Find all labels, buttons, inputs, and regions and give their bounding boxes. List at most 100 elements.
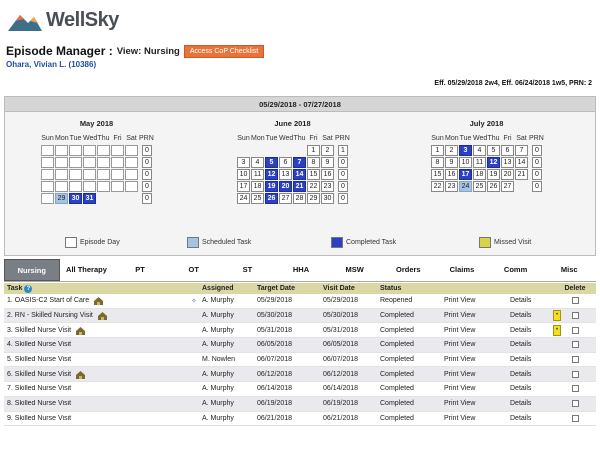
- details-link[interactable]: Details: [510, 385, 532, 393]
- print-view-link[interactable]: Print View: [444, 400, 476, 408]
- note-flag-button[interactable]: •: [553, 310, 561, 322]
- calendar-day: 10: [459, 157, 472, 168]
- calendar-day: 4: [473, 145, 486, 156]
- frequency-summary: Eff. 05/29/2018 2w4, Eff. 06/24/2018 1w5…: [434, 80, 592, 87]
- delete-cell: [564, 297, 586, 305]
- delete-checkbox[interactable]: [571, 370, 579, 378]
- delete-checkbox[interactable]: [571, 400, 579, 408]
- table-row: 3. Skilled Nurse Visit A. Murphy 05/31/201…: [4, 323, 596, 339]
- assigned-cell: A. Murphy: [202, 326, 234, 334]
- access-cop-checklist-button[interactable]: Access CoP Checklist: [183, 44, 265, 58]
- weekday-header: Sat: [126, 135, 137, 142]
- print-view-link[interactable]: Print View: [444, 356, 476, 364]
- tab-nursing[interactable]: Nursing: [4, 259, 60, 281]
- tab-msw[interactable]: MSW: [345, 265, 364, 274]
- task-link[interactable]: Skilled Nurse Visit: [14, 341, 72, 349]
- task-link[interactable]: Skilled Nurse Visit: [14, 414, 72, 422]
- calendar-day[interactable]: 30: [69, 193, 82, 204]
- tab-st[interactable]: ST: [242, 265, 253, 274]
- tab-comm[interactable]: Comm: [503, 265, 528, 274]
- help-icon[interactable]: ?: [24, 284, 33, 293]
- calendar-day[interactable]: 26: [265, 193, 278, 204]
- calendar-day: 10: [237, 169, 250, 180]
- calendar-day: [111, 157, 124, 168]
- calendar-day: 11: [473, 157, 486, 168]
- print-view-link[interactable]: Print View: [444, 297, 476, 305]
- weekday-header: PRN: [529, 135, 544, 142]
- print-view-link[interactable]: Print View: [444, 370, 476, 378]
- calendar-day: [111, 145, 124, 156]
- assigned-cell: A. Murphy: [202, 414, 234, 422]
- calendar-day[interactable]: 29: [55, 193, 68, 204]
- task-link[interactable]: Skilled Nurse Visit: [14, 356, 72, 364]
- details-link[interactable]: Details: [510, 326, 532, 334]
- calendar-day[interactable]: 12: [265, 169, 278, 180]
- print-view-link[interactable]: Print View: [444, 341, 476, 349]
- task-cell: 7. Skilled Nurse Visit: [4, 385, 202, 392]
- calendar-day[interactable]: 19: [265, 181, 278, 192]
- col-assigned: Assigned: [202, 285, 234, 292]
- delete-checkbox[interactable]: [571, 297, 579, 305]
- tab-pt[interactable]: PT: [135, 265, 145, 274]
- pin-icon[interactable]: ✧: [191, 297, 197, 305]
- calendar-day[interactable]: 7: [293, 157, 306, 168]
- task-link[interactable]: RN - Skilled Nursing Visit: [14, 312, 93, 320]
- tab-claims[interactable]: Claims: [449, 265, 475, 274]
- calendar-day[interactable]: 12: [487, 157, 500, 168]
- table-row: 8. Skilled Nurse Visit A. Murphy 06/19/201…: [4, 396, 596, 412]
- prn-count-cell: 0: [532, 169, 542, 180]
- legend-missed-visit: Missed Visit: [479, 237, 531, 248]
- discipline-tabs: Nursing All Therapy PT OT ST HHA MSW Ord…: [4, 259, 596, 282]
- visit-date-cell: 06/14/2018: [323, 385, 359, 393]
- task-link[interactable]: Skilled Nurse Visit: [14, 326, 72, 334]
- delete-checkbox[interactable]: [571, 385, 579, 393]
- tab-all-therapy[interactable]: All Therapy: [66, 265, 107, 274]
- calendar-day[interactable]: 3: [459, 145, 472, 156]
- tab-ot[interactable]: OT: [188, 265, 199, 274]
- delete-checkbox[interactable]: [571, 356, 579, 364]
- details-link[interactable]: Details: [510, 312, 532, 320]
- print-view-link[interactable]: Print View: [444, 385, 476, 393]
- details-link[interactable]: Details: [510, 297, 532, 305]
- task-link[interactable]: Skilled Nurse Visit: [14, 385, 72, 393]
- calendar-day[interactable]: 24: [459, 181, 472, 192]
- calendar-day[interactable]: 20: [279, 181, 292, 192]
- delete-checkbox[interactable]: [571, 326, 579, 334]
- month-title: July 2018: [469, 119, 504, 128]
- print-view-link[interactable]: Print View: [444, 312, 476, 320]
- delete-checkbox[interactable]: [571, 341, 579, 349]
- brand-name: WellSky: [46, 8, 119, 31]
- legend-label: Episode Day: [80, 239, 120, 246]
- task-link[interactable]: OASIS-C2 Start of Care: [14, 297, 90, 305]
- row-number: 2.: [7, 312, 13, 320]
- month-june: June 2018 Sun Mon Tue Wed Thu Fri Sat PRN 1 2 1 3 4 5 6…: [237, 119, 350, 204]
- calendar-day: 22: [431, 181, 444, 192]
- calendar-day: 25: [473, 181, 486, 192]
- calendar-day[interactable]: 5: [265, 157, 278, 168]
- details-link[interactable]: Details: [510, 414, 532, 422]
- print-view-link[interactable]: Print View: [444, 326, 476, 334]
- calendar-day[interactable]: 21: [293, 181, 306, 192]
- view-label: View: Nursing: [116, 45, 180, 57]
- delete-cell: [564, 356, 586, 364]
- details-link[interactable]: Details: [510, 341, 532, 349]
- task-link[interactable]: Skilled Nurse Visit: [14, 370, 72, 378]
- print-view-link[interactable]: Print View: [444, 414, 476, 422]
- details-link[interactable]: Details: [510, 370, 532, 378]
- details-link[interactable]: Details: [510, 356, 532, 364]
- calendar-grid: Sun Mon Tue Wed Thu Fri Sat PRN 0 0 0 0 29 30 31 0: [41, 134, 154, 204]
- tab-misc[interactable]: Misc: [560, 265, 578, 274]
- delete-checkbox[interactable]: [571, 414, 579, 422]
- task-link[interactable]: Skilled Nurse Visit: [14, 400, 72, 408]
- details-link[interactable]: Details: [510, 400, 532, 408]
- delete-checkbox[interactable]: [571, 312, 579, 320]
- tab-hha[interactable]: HHA: [292, 265, 310, 274]
- assigned-cell: A. Murphy: [202, 312, 234, 320]
- patient-name-link[interactable]: Ohara, Vivian L. (10386): [6, 60, 97, 69]
- calendar-day[interactable]: 14: [293, 169, 306, 180]
- calendar-day[interactable]: 31: [83, 193, 96, 204]
- tab-orders[interactable]: Orders: [396, 265, 421, 274]
- note-flag-button[interactable]: •: [553, 324, 561, 336]
- calendar-day[interactable]: 17: [459, 169, 472, 180]
- target-date-cell: 06/07/2018: [257, 356, 293, 364]
